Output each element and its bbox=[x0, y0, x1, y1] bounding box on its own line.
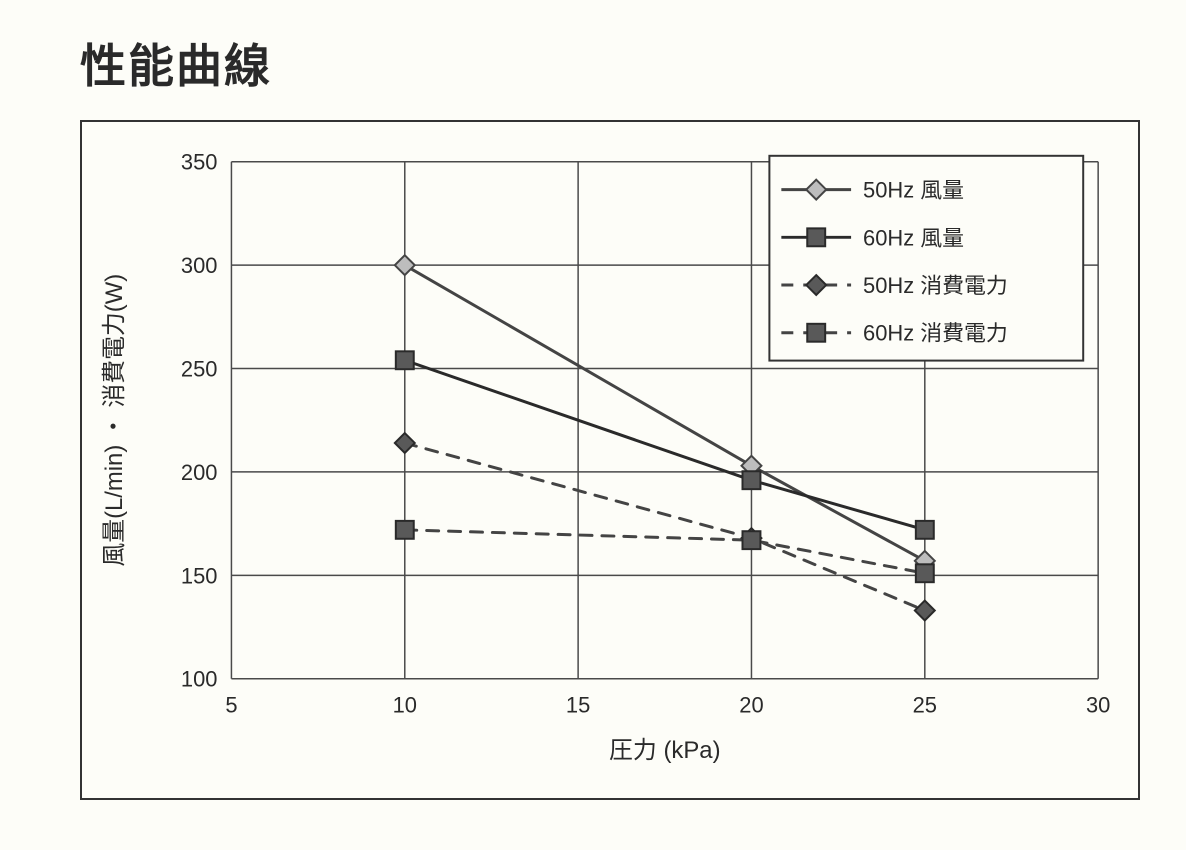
svg-text:50Hz 消費電力: 50Hz 消費電力 bbox=[863, 273, 1008, 298]
svg-text:15: 15 bbox=[566, 693, 590, 718]
svg-text:20: 20 bbox=[739, 693, 763, 718]
page-title: 性能曲線 bbox=[80, 30, 1146, 96]
performance-chart: 100 150 200 250 300 350 5 10 15 20 25 30 圧力 (kPa) 風量(… bbox=[80, 120, 1140, 800]
svg-text:150: 150 bbox=[181, 563, 218, 588]
svg-text:25: 25 bbox=[913, 693, 937, 718]
svg-text:10: 10 bbox=[393, 693, 417, 718]
svg-text:100: 100 bbox=[181, 667, 218, 692]
svg-text:5: 5 bbox=[225, 693, 237, 718]
svg-text:圧力 (kPa): 圧力 (kPa) bbox=[609, 737, 721, 764]
svg-text:50Hz 風量: 50Hz 風量 bbox=[863, 178, 964, 203]
svg-text:300: 300 bbox=[181, 253, 218, 278]
svg-text:60Hz 消費電力: 60Hz 消費電力 bbox=[863, 321, 1008, 346]
svg-text:風量(L/min) ・ 消費電力(W): 風量(L/min) ・ 消費電力(W) bbox=[101, 274, 128, 567]
svg-text:200: 200 bbox=[181, 460, 218, 485]
svg-text:30: 30 bbox=[1086, 693, 1110, 718]
svg-text:250: 250 bbox=[181, 357, 218, 382]
svg-text:60Hz 風量: 60Hz 風量 bbox=[863, 225, 964, 250]
svg-text:350: 350 bbox=[181, 150, 218, 175]
